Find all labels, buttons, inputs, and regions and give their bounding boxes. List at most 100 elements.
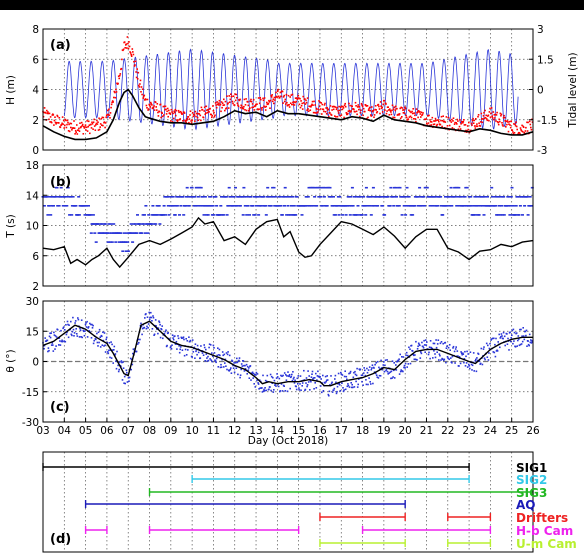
red-wave-height-dot: [205, 112, 207, 114]
red-wave-height-dot: [313, 100, 315, 103]
red-wave-height-dot: [434, 117, 437, 120]
red-wave-height-dot: [451, 118, 453, 121]
blue-direction-dot: [403, 366, 405, 369]
red-wave-height-dot: [475, 118, 477, 120]
blue-period-dot: [313, 186, 317, 189]
x-tick-label: 08: [143, 425, 156, 437]
red-wave-height-dot: [407, 118, 410, 120]
red-wave-height-dot: [473, 119, 475, 122]
blue-direction-dot: [211, 352, 213, 354]
blue-direction-dot: [348, 372, 350, 375]
blue-period-dot: [144, 205, 148, 207]
red-wave-height-dot: [162, 115, 164, 118]
red-wave-height-dot: [392, 108, 395, 110]
blue-period-dot: [71, 196, 75, 198]
blue-direction-dot: [157, 327, 160, 329]
red-wave-height-dot: [49, 121, 51, 123]
blue-period-dot: [235, 205, 239, 207]
red-wave-height-dot: [379, 101, 382, 103]
blue-period-dot: [245, 214, 249, 216]
blue-direction-dot: [386, 359, 388, 361]
blue-period-dot: [463, 196, 467, 198]
red-wave-height-dot: [225, 108, 227, 110]
red-wave-height-dot: [85, 129, 87, 131]
blue-period-dot: [499, 196, 503, 198]
red-wave-height-dot: [483, 117, 486, 120]
red-wave-height-dot: [438, 120, 440, 123]
blue-period-dot: [227, 205, 230, 207]
red-wave-height-dot: [380, 105, 382, 107]
red-wave-height-dot: [250, 98, 252, 101]
red-wave-height-dot: [347, 110, 350, 112]
blue-period-dot: [351, 205, 355, 207]
blue-direction-dot: [513, 340, 515, 342]
red-wave-height-dot: [180, 112, 183, 114]
blue-period-dot: [173, 214, 177, 216]
blue-period-dot: [311, 205, 315, 207]
blue-period-dot: [530, 205, 534, 207]
red-wave-height-dot: [267, 103, 269, 106]
red-wave-height-dot: [73, 127, 76, 129]
blue-direction-dot: [175, 343, 177, 345]
red-wave-height-dot: [291, 93, 294, 96]
blue-period-dot: [404, 214, 408, 216]
red-wave-height-dot: [272, 100, 274, 103]
blue-direction-dot: [219, 354, 221, 357]
red-wave-height-dot: [251, 106, 253, 109]
blue-direction-dot: [357, 383, 359, 386]
blue-direction-dot: [92, 324, 94, 327]
x-tick-label: 15: [292, 425, 305, 437]
blue-direction-dot: [526, 345, 528, 347]
blue-direction-dot: [280, 374, 282, 377]
red-wave-height-dot: [146, 98, 149, 101]
red-wave-height-dot: [190, 120, 192, 122]
blue-period-dot: [138, 223, 142, 225]
blue-direction-dot: [352, 376, 355, 379]
blue-direction-dot: [413, 358, 416, 361]
blue-direction-dot: [408, 346, 410, 349]
blue-direction-dot: [283, 385, 285, 387]
red-wave-height-dot: [250, 100, 253, 103]
red-wave-height-dot: [110, 103, 113, 106]
blue-direction-dot: [61, 340, 64, 343]
blue-direction-dot: [251, 372, 253, 375]
red-wave-height-dot: [84, 126, 86, 128]
blue-direction-dot: [365, 383, 368, 386]
red-wave-height-dot: [318, 105, 321, 108]
blue-direction-dot: [311, 373, 313, 375]
red-wave-height-dot: [159, 103, 162, 106]
blue-period-dot: [353, 196, 356, 198]
red-wave-height-dot: [149, 106, 152, 108]
red-wave-height-dot: [138, 86, 141, 88]
blue-direction-dot: [85, 326, 88, 328]
blue-direction-dot: [210, 359, 212, 361]
red-wave-height-dot: [440, 119, 442, 122]
red-wave-height-dot: [195, 115, 197, 118]
red-wave-height-dot: [146, 107, 148, 109]
blue-period-dot: [508, 214, 512, 216]
blue-period-dot: [391, 196, 395, 198]
blue-direction-dot: [380, 367, 383, 369]
red-wave-height-dot: [132, 53, 135, 56]
red-wave-height-dot: [220, 101, 223, 103]
blue-direction-dot: [248, 377, 251, 379]
blue-period-dot: [187, 205, 191, 207]
blue-direction-dot: [76, 335, 79, 337]
red-wave-height-dot: [420, 116, 422, 118]
red-wave-height-dot: [237, 104, 239, 106]
blue-direction-dot: [136, 343, 139, 345]
red-wave-height-dot: [252, 98, 255, 101]
blue-direction-dot: [403, 364, 406, 367]
red-wave-height-dot: [142, 95, 145, 98]
blue-direction-dot: [122, 361, 124, 363]
red-wave-height-dot: [454, 121, 456, 124]
red-wave-height-dot: [297, 98, 299, 100]
red-wave-height-dot: [160, 116, 162, 119]
blue-direction-dot: [254, 386, 257, 388]
red-wave-height-dot: [365, 105, 368, 107]
red-wave-height-dot: [356, 106, 359, 108]
y-tick-label: 0: [32, 145, 39, 157]
red-wave-height-dot: [487, 114, 490, 117]
blue-direction-dot: [64, 329, 66, 331]
blue-direction-dot: [349, 372, 351, 374]
